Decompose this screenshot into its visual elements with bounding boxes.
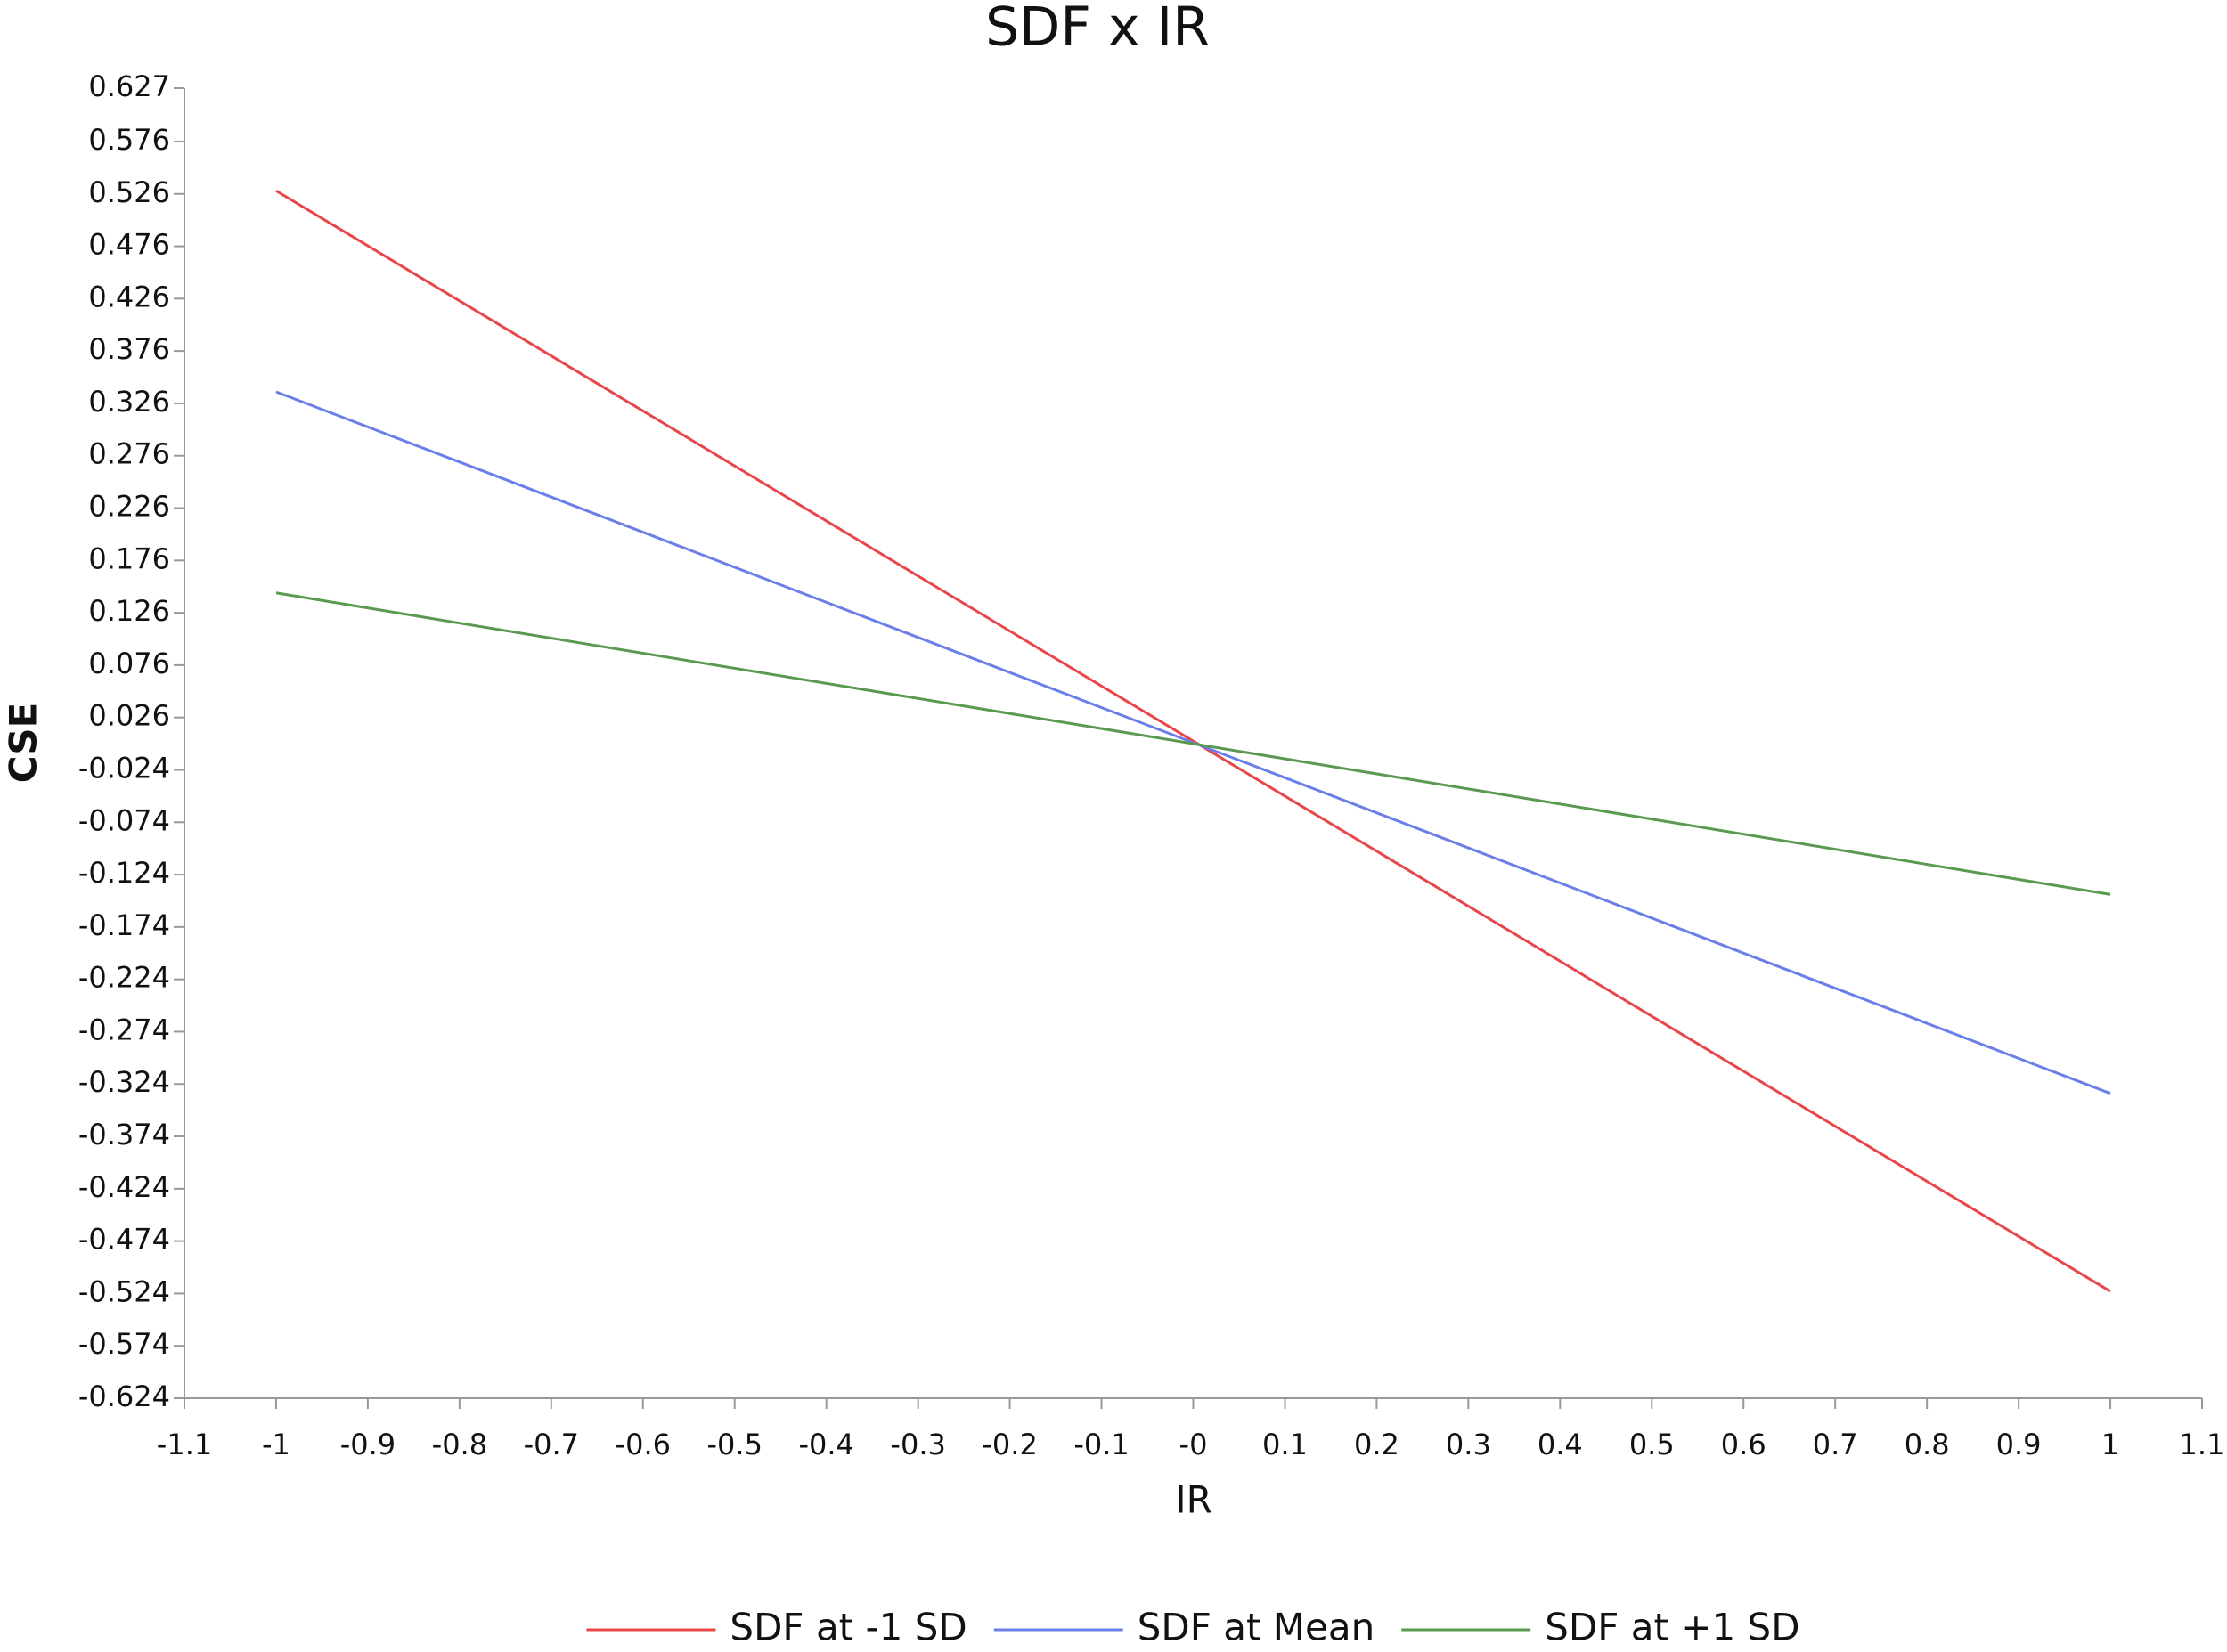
x-tick-label: 0.4 [1538,1428,1583,1461]
x-tick-label: 0.5 [1629,1428,1675,1461]
x-tick-label: -0.8 [432,1428,487,1461]
legend-label: SDF at +1 SD [1545,1606,1799,1649]
y-tick-label: -0.574 [78,1327,170,1361]
x-tick-label: -0.2 [982,1428,1037,1461]
x-tick-label: -0.4 [798,1428,853,1461]
series-line [275,591,2111,896]
y-tick-label: -0.374 [78,1118,170,1152]
x-tick-label: 1 [2101,1428,2119,1461]
y-tick-label: -0.324 [78,1065,170,1099]
x-tick-label: 0.6 [1721,1428,1766,1461]
x-tick-label: -0.9 [340,1428,396,1461]
legend-item: SDF at -1 SD [586,1606,967,1649]
y-tick-label: -0.074 [78,803,170,837]
y-tick-label: -0.124 [78,856,170,890]
y-tick-label: -0.224 [78,961,170,995]
y-tick-label: -0.624 [78,1379,170,1413]
x-tick-label: -0.6 [616,1428,671,1461]
series-line [275,189,2111,1293]
x-tick-label: 0.9 [1996,1428,2042,1461]
y-tick-label: 0.326 [88,385,170,419]
y-tick-label: 0.176 [88,541,170,575]
x-tick-label: -0.7 [524,1428,579,1461]
legend-item: SDF at +1 SD [1401,1606,1800,1649]
x-tick-label: 1.1 [2180,1428,2225,1461]
y-tick-label: -0.174 [78,908,170,942]
y-tick-label: -0.474 [78,1223,170,1257]
legend-label: SDF at -1 SD [730,1606,967,1649]
y-tick-label: 0.576 [88,123,170,157]
y-tick-label: 0.026 [88,699,170,733]
y-tick-label: -0.274 [78,1013,170,1046]
x-axis-label: IR [1175,1478,1212,1522]
x-tick-label: 0.1 [1262,1428,1308,1461]
y-tick-label: 0.076 [88,647,170,680]
y-tick-label: 0.376 [88,332,170,366]
legend-item: SDF at Mean [993,1606,1375,1649]
x-tick-label: 0.8 [1905,1428,1950,1461]
x-tick-label: -0.5 [707,1428,763,1461]
y-tick-label: 0.627 [88,69,170,103]
chart-title: SDF x IR [985,0,1210,59]
y-tick-label: 0.476 [88,228,170,262]
y-tick-label: -0.424 [78,1170,170,1204]
legend-label: SDF at Mean [1138,1606,1375,1649]
x-tick-label: -1 [262,1428,290,1461]
y-axis-label: CSE [2,703,45,784]
x-tick-label: 0.3 [1446,1428,1491,1461]
x-tick-label: -0.3 [890,1428,945,1461]
x-tick-label: 0.7 [1813,1428,1858,1461]
y-tick-label: 0.426 [88,280,170,313]
y-tick-label: -0.524 [78,1274,170,1308]
x-tick-label: -0 [1179,1428,1208,1461]
x-tick-label: -1.1 [157,1428,212,1461]
y-tick-label: 0.126 [88,594,170,628]
y-tick-label: 0.226 [88,490,170,524]
y-tick-label: 0.526 [88,175,170,209]
y-tick-label: -0.024 [78,751,170,785]
x-tick-label: 0.2 [1354,1428,1399,1461]
x-tick-label: -0.1 [1073,1428,1129,1461]
y-tick-label: 0.276 [88,437,170,471]
